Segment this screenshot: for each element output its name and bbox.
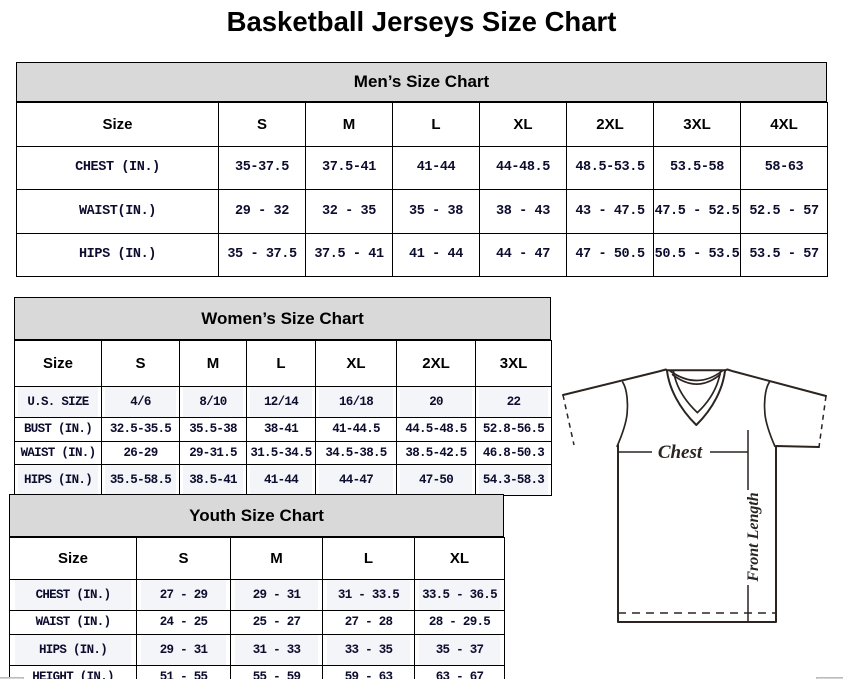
- svg-text:Front Length: Front Length: [745, 492, 762, 582]
- svg-text:Chest: Chest: [658, 442, 703, 463]
